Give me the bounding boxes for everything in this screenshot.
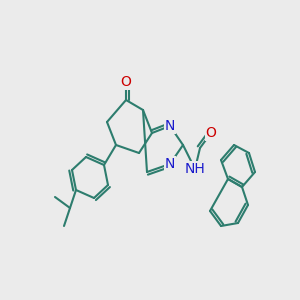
Text: N: N — [165, 119, 175, 133]
Text: N: N — [165, 157, 175, 171]
Text: O: O — [121, 75, 131, 89]
Text: NH: NH — [184, 162, 206, 176]
Text: O: O — [206, 126, 216, 140]
